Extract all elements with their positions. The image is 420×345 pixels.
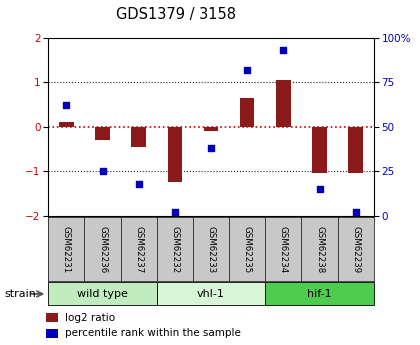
Bar: [204, 127, 218, 131]
Bar: [48, 282, 157, 305]
Text: GSM62235: GSM62235: [243, 226, 252, 273]
Bar: [46, 329, 58, 337]
Text: GSM62239: GSM62239: [351, 226, 360, 273]
Text: percentile rank within the sample: percentile rank within the sample: [65, 328, 241, 338]
Bar: [157, 282, 265, 305]
Bar: [240, 98, 255, 127]
Text: vhl-1: vhl-1: [197, 289, 225, 298]
Bar: [265, 282, 374, 305]
Text: GDS1379 / 3158: GDS1379 / 3158: [116, 8, 236, 22]
Bar: [95, 127, 110, 140]
Text: GSM62233: GSM62233: [207, 226, 215, 273]
Bar: [168, 127, 182, 182]
Bar: [131, 127, 146, 147]
Bar: [349, 127, 363, 174]
Text: GSM62237: GSM62237: [134, 226, 143, 273]
Point: [280, 48, 287, 53]
Text: hif-1: hif-1: [307, 289, 332, 298]
Point: [171, 209, 178, 215]
Bar: [46, 313, 58, 322]
Bar: [312, 127, 327, 174]
Text: GSM62236: GSM62236: [98, 226, 107, 273]
Point: [135, 181, 142, 186]
Bar: [276, 80, 291, 127]
Text: GSM62232: GSM62232: [171, 226, 179, 273]
Bar: [59, 122, 74, 127]
Text: GSM62231: GSM62231: [62, 226, 71, 273]
Point: [99, 168, 106, 174]
Text: wild type: wild type: [77, 289, 128, 298]
Point: [208, 145, 215, 151]
Text: GSM62234: GSM62234: [279, 226, 288, 273]
Text: GSM62238: GSM62238: [315, 226, 324, 273]
Point: [244, 67, 251, 73]
Point: [352, 209, 359, 215]
Point: [63, 103, 70, 108]
Point: [316, 186, 323, 192]
Text: strain: strain: [4, 289, 36, 299]
Text: log2 ratio: log2 ratio: [65, 313, 116, 323]
